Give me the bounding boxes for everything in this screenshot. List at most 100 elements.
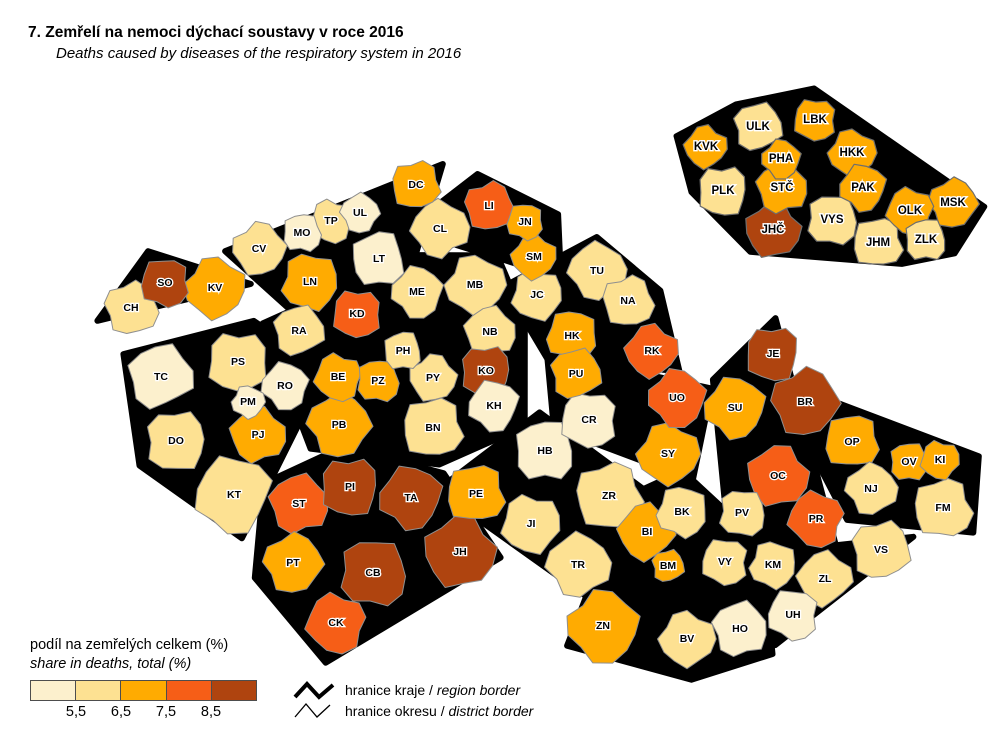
inset-region-label-JHM: JHM — [866, 237, 890, 249]
inset-region-label-HKK: HKK — [840, 147, 866, 159]
district-label-DC: DC — [408, 179, 424, 191]
legend-tick-1: 5,5 — [65, 704, 87, 720]
district-OC — [747, 445, 811, 507]
district-label-KT: KT — [227, 489, 242, 501]
district-CK — [304, 591, 367, 655]
district-label-TC: TC — [154, 371, 168, 383]
border-legend: hranice kraje / region border hranice ok… — [292, 679, 533, 721]
district-KM — [748, 541, 795, 591]
district-HB — [516, 421, 573, 480]
district-label-FM: FM — [935, 502, 950, 514]
district-label-ME: ME — [409, 286, 425, 298]
figure-subtitle: Deaths caused by diseases of the respira… — [56, 45, 462, 62]
district-label-HK: HK — [564, 330, 580, 342]
district-FM — [914, 478, 975, 537]
district-PZ — [357, 360, 400, 403]
district-PR — [786, 489, 845, 549]
district-ZR — [576, 461, 645, 528]
district-label-VS: VS — [874, 544, 888, 556]
district-SY — [635, 422, 702, 488]
inset-region-label-ZLK: ZLK — [915, 234, 938, 246]
district-label-LI: LI — [484, 200, 493, 212]
district-border-label: hranice okresu / district border — [345, 703, 533, 719]
district-BE — [312, 352, 362, 403]
district-PJ — [228, 405, 287, 465]
district-label-NB: NB — [482, 326, 498, 338]
district-label-UH: UH — [785, 609, 800, 621]
district-label-CH: CH — [123, 302, 138, 314]
district-PV — [719, 491, 765, 537]
district-KV — [182, 256, 246, 322]
inset-region-label-ULK: ULK — [746, 121, 770, 133]
district-BR — [770, 365, 842, 435]
district-label-JI: JI — [527, 518, 536, 530]
district-UL — [338, 191, 382, 234]
district-label-CR: CR — [581, 414, 597, 426]
inset-region-label-STČ: STČ — [771, 181, 794, 194]
district-JC — [510, 269, 562, 322]
district-TA — [379, 465, 444, 532]
district-label-PY: PY — [426, 372, 440, 384]
inset-region-label-PAK: PAK — [851, 182, 875, 194]
inset-region-label-JHČ: JHČ — [761, 223, 784, 236]
district-label-PT: PT — [286, 557, 300, 569]
inset-region-STČ — [754, 160, 808, 215]
district-label-PR: PR — [809, 513, 824, 525]
district-PI — [322, 458, 376, 516]
district-border-label-en: district border — [448, 702, 534, 719]
region-border-line-icon — [293, 680, 335, 700]
district-PU — [550, 347, 603, 399]
inset-region-JHM — [853, 217, 905, 265]
district-label-RO: RO — [277, 380, 293, 392]
district-label-BM: BM — [660, 560, 677, 572]
district-ST — [267, 472, 329, 535]
district-CR — [561, 392, 616, 449]
inset-region-label-KVK: KVK — [694, 141, 719, 153]
district-PH — [384, 331, 421, 370]
district-NJ — [843, 461, 899, 515]
district-VS — [851, 519, 912, 578]
district-label-NA: NA — [620, 295, 636, 307]
district-KI — [919, 439, 960, 481]
legend-tick-2: 6,5 — [110, 704, 132, 720]
district-label-RK: RK — [644, 345, 660, 357]
district-LT — [352, 231, 405, 285]
district-label-CV: CV — [252, 243, 267, 255]
district-label-NJ: NJ — [864, 483, 878, 495]
district-label-LN: LN — [303, 276, 317, 288]
district-BV — [657, 609, 717, 670]
district-label-HB: HB — [537, 445, 553, 457]
district-label-SM: SM — [526, 251, 542, 263]
district-label-BE: BE — [331, 371, 346, 383]
district-label-CL: CL — [433, 223, 448, 235]
region-border-label-cs: hranice kraje / — [345, 681, 437, 698]
district-label-CB: CB — [365, 567, 381, 579]
district-label-TR: TR — [571, 559, 585, 571]
district-label-BI: BI — [642, 526, 653, 538]
district-label-PJ: PJ — [252, 429, 265, 441]
district-LI — [464, 180, 516, 230]
district-PY — [409, 353, 459, 402]
district-label-PM: PM — [240, 396, 256, 408]
district-label-PE: PE — [469, 488, 483, 500]
district-label-TU: TU — [590, 265, 604, 277]
district-PT — [261, 530, 326, 593]
district-TC — [127, 343, 194, 410]
district-JE — [747, 327, 797, 382]
district-PE — [448, 465, 507, 519]
district-label-PU: PU — [569, 368, 584, 380]
district-label-MO: MO — [294, 227, 311, 239]
figure-title: 7. Zemřelí na nemoci dýchací soustavy v … — [28, 24, 404, 41]
district-label-JH: JH — [453, 546, 466, 558]
district-OP — [825, 415, 880, 465]
district-label-PH: PH — [396, 345, 411, 357]
district-CL — [408, 197, 471, 260]
legend-tick-3: 7,5 — [155, 704, 177, 720]
legend-color-scale — [30, 680, 257, 701]
district-KT — [194, 455, 273, 535]
district-label-UO: UO — [669, 392, 685, 404]
inset-region-PLK — [699, 166, 746, 216]
district-label-JC: JC — [530, 289, 544, 301]
